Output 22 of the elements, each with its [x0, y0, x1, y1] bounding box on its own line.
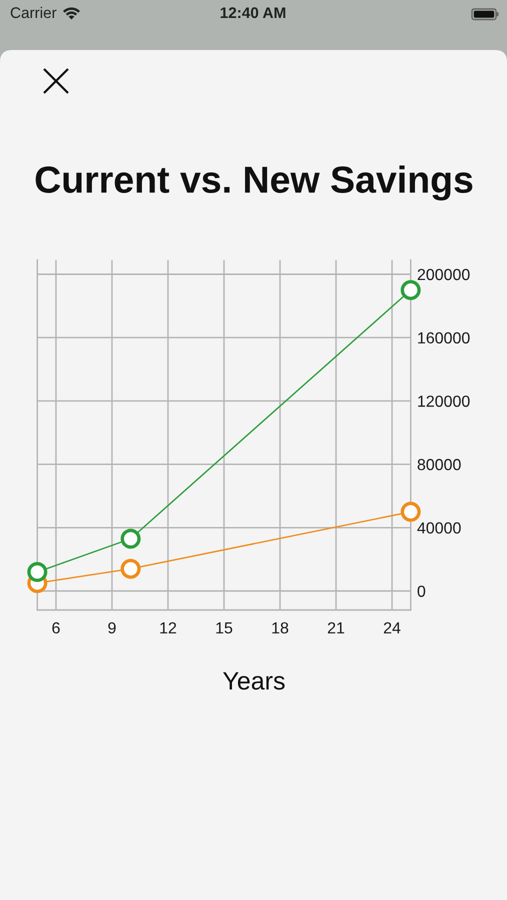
text: Carrier [10, 6, 56, 18]
x-tick-label: 15 [216, 622, 232, 634]
x-tick-label: 24 [384, 622, 400, 634]
point [27, 562, 48, 582]
y-tick-label: 40000 [417, 522, 461, 534]
chart-title: Current vs. New Savings [36, 165, 472, 201]
point [120, 558, 141, 579]
x-tick-label: 18 [272, 622, 288, 634]
y-tick-label: 200000 [418, 268, 470, 280]
x-tick-label: 12 [160, 622, 176, 634]
x-tick-label: 21 [328, 622, 344, 634]
x-tick-label: 9 [108, 622, 116, 634]
point [120, 528, 141, 549]
y-tick-label: 160000 [418, 332, 470, 344]
x-axis-title: Years [223, 672, 285, 690]
y-tick-label: 80000 [418, 458, 461, 470]
y-tick-label: 0 [418, 586, 426, 597]
x-tick-label: 6 [52, 622, 60, 634]
point [400, 502, 421, 522]
text: 12:40 AM [220, 7, 286, 18]
y-tick-label: 120000 [418, 396, 470, 407]
point [400, 280, 421, 300]
